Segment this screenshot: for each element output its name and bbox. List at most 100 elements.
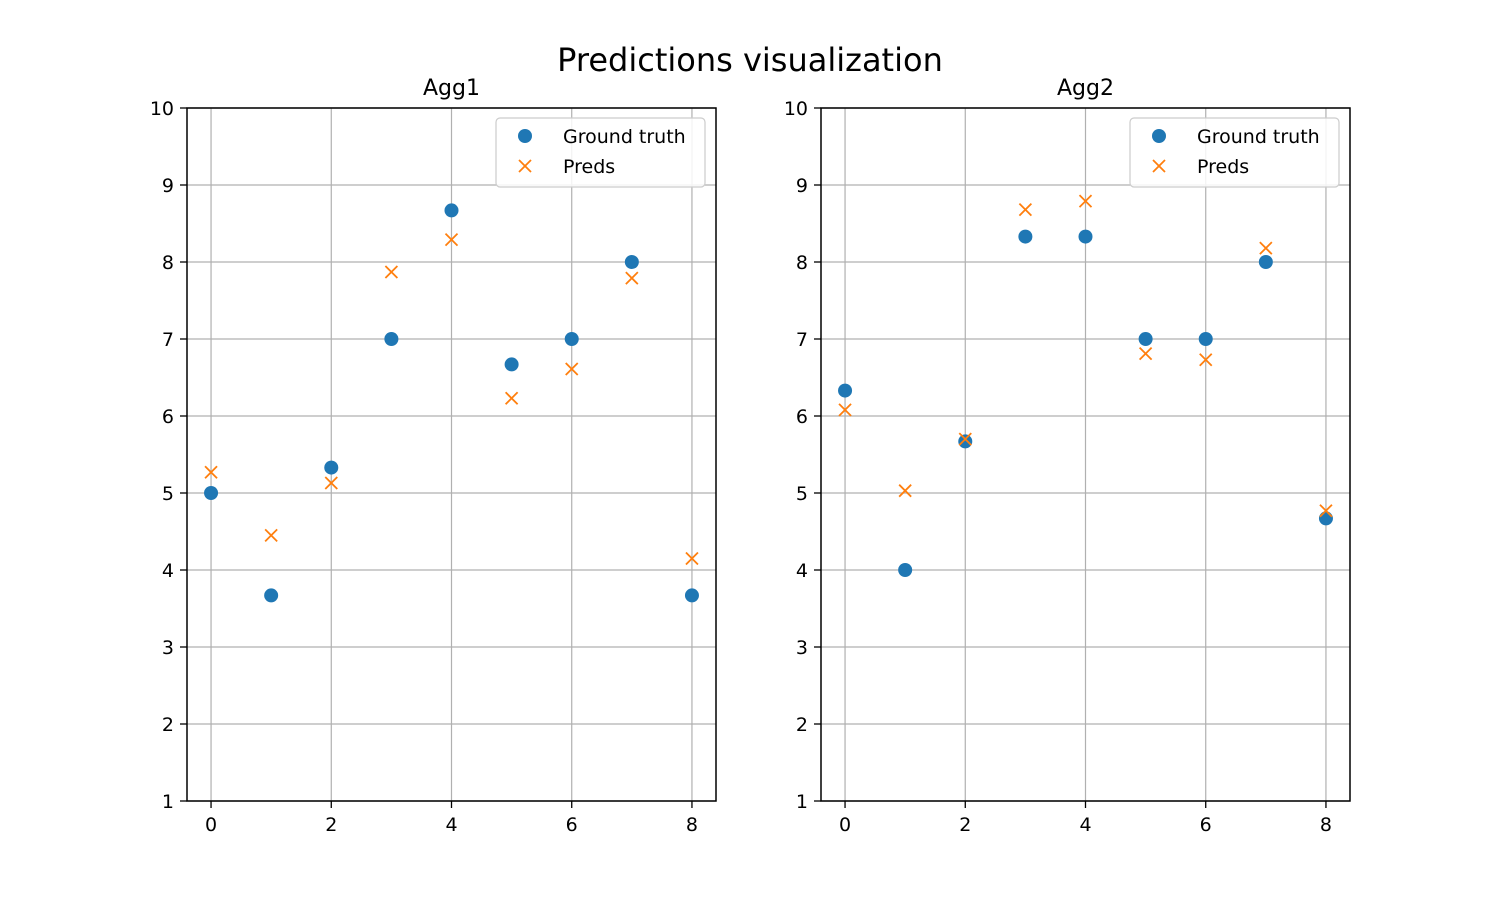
x-marker-stroke — [958, 432, 972, 446]
data-point-ground-truth — [1198, 332, 1213, 346]
x-tick-label: 4 — [445, 814, 457, 836]
y-tick-label: 2 — [162, 714, 174, 736]
y-tick-label: 8 — [162, 252, 174, 274]
data-point-pred — [1259, 241, 1273, 255]
data-point-pred — [958, 432, 972, 446]
x-marker-stroke — [444, 233, 459, 247]
legend-marker-x — [1152, 159, 1166, 173]
data-point-pred — [444, 233, 459, 247]
data-point-pred — [1199, 353, 1213, 367]
x-tick-label: 0 — [839, 814, 851, 836]
data-point-pred — [384, 265, 399, 279]
y-tick-label: 7 — [162, 329, 174, 351]
y-tick-label: 2 — [796, 714, 808, 736]
x-tick-label: 8 — [1320, 814, 1332, 836]
legend-marker-x — [518, 159, 532, 173]
legend-label: Preds — [563, 156, 615, 178]
x-tick-label: 8 — [686, 814, 698, 836]
data-point-ground-truth — [564, 332, 579, 346]
series-preds — [204, 233, 699, 566]
x-marker-stroke — [204, 465, 218, 479]
legend-marker-circle — [1152, 129, 1166, 143]
data-point-ground-truth — [624, 255, 639, 269]
subplot-title: Agg2 — [1057, 76, 1114, 101]
data-point-ground-truth — [1318, 511, 1333, 526]
x-marker-stroke — [685, 551, 699, 566]
y-tick-label: 7 — [796, 329, 808, 351]
x-marker-stroke — [625, 271, 639, 285]
data-point-pred — [324, 476, 338, 490]
x-marker-stroke — [384, 265, 399, 279]
legend-label: Ground truth — [1197, 126, 1320, 148]
legend: Ground truth Preds — [495, 117, 706, 188]
x-marker-stroke — [1259, 241, 1273, 255]
y-tick-label: 9 — [796, 175, 808, 197]
data-point-pred — [898, 484, 912, 498]
subplot-title: Agg1 — [423, 76, 480, 101]
data-point-pred — [1138, 346, 1153, 361]
x-marker-stroke — [1138, 346, 1153, 361]
x-marker-stroke — [518, 159, 532, 173]
y-tick-label: 9 — [162, 175, 174, 197]
x-marker-stroke — [1078, 194, 1093, 208]
y-tick-label: 6 — [796, 406, 808, 428]
x-marker-stroke — [1199, 353, 1213, 367]
x-marker-stroke — [264, 528, 278, 542]
data-point-ground-truth — [958, 434, 973, 449]
y-tick-label: 1 — [162, 791, 174, 813]
x-tick-label: 0 — [205, 814, 217, 836]
y-tick-label: 1 — [796, 791, 808, 813]
legend-label: Preds — [1197, 156, 1249, 178]
data-point-ground-truth — [1138, 332, 1153, 346]
legend-box — [1129, 117, 1340, 188]
x-marker-stroke — [1018, 203, 1033, 217]
y-tick-label: 8 — [796, 252, 808, 274]
data-point-pred — [1319, 504, 1333, 518]
data-point-ground-truth — [324, 460, 339, 475]
y-tick-label: 5 — [162, 483, 174, 505]
data-point-ground-truth — [898, 563, 913, 577]
data-point-ground-truth — [1078, 229, 1093, 244]
x-marker-stroke — [565, 362, 579, 376]
data-point-ground-truth — [1018, 229, 1033, 244]
data-point-pred — [504, 391, 519, 405]
y-tick-label: 4 — [162, 560, 174, 582]
legend-marker-circle — [518, 129, 532, 143]
legend: Ground truth Preds — [1129, 117, 1340, 188]
axes-frame — [820, 107, 1351, 802]
data-point-pred — [204, 465, 218, 479]
legend-box — [495, 117, 706, 188]
data-point-pred — [685, 551, 699, 566]
x-tick-label: 4 — [1079, 814, 1091, 836]
x-marker-stroke — [1319, 504, 1333, 518]
x-tick-label: 6 — [566, 814, 578, 836]
data-point-ground-truth — [264, 588, 279, 603]
data-point-pred — [565, 362, 579, 376]
subplot-1: Agg1 0 2 4 6 8 1 2 3 4 5 6 7 8 9 10 Ground truth Preds — [150, 76, 717, 836]
data-point-ground-truth — [384, 332, 399, 346]
legend-label: Ground truth — [563, 126, 686, 148]
y-tick-label: 3 — [796, 637, 808, 659]
figure-title: Predictions visualization — [557, 41, 943, 79]
data-point-pred — [1078, 194, 1093, 208]
x-marker-stroke — [838, 403, 852, 417]
data-point-ground-truth — [444, 203, 459, 218]
axes-frame — [186, 107, 717, 802]
y-tick-label: 5 — [796, 483, 808, 505]
y-tick-label: 6 — [162, 406, 174, 428]
series-preds — [838, 194, 1333, 518]
data-point-ground-truth — [838, 383, 853, 398]
x-marker-stroke — [1152, 159, 1166, 173]
x-tick-label: 2 — [959, 814, 971, 836]
x-marker-stroke — [898, 484, 912, 498]
data-point-ground-truth — [684, 588, 699, 603]
data-point-pred — [264, 528, 278, 542]
x-marker-stroke — [504, 391, 519, 405]
x-tick-label: 2 — [325, 814, 337, 836]
data-point-ground-truth — [204, 486, 219, 500]
subplot-2: Agg2 0 2 4 6 8 1 2 3 4 5 6 7 8 9 10 Ground truth Preds — [784, 76, 1351, 836]
y-tick-label: 10 — [150, 98, 174, 120]
data-point-ground-truth — [1258, 255, 1273, 269]
